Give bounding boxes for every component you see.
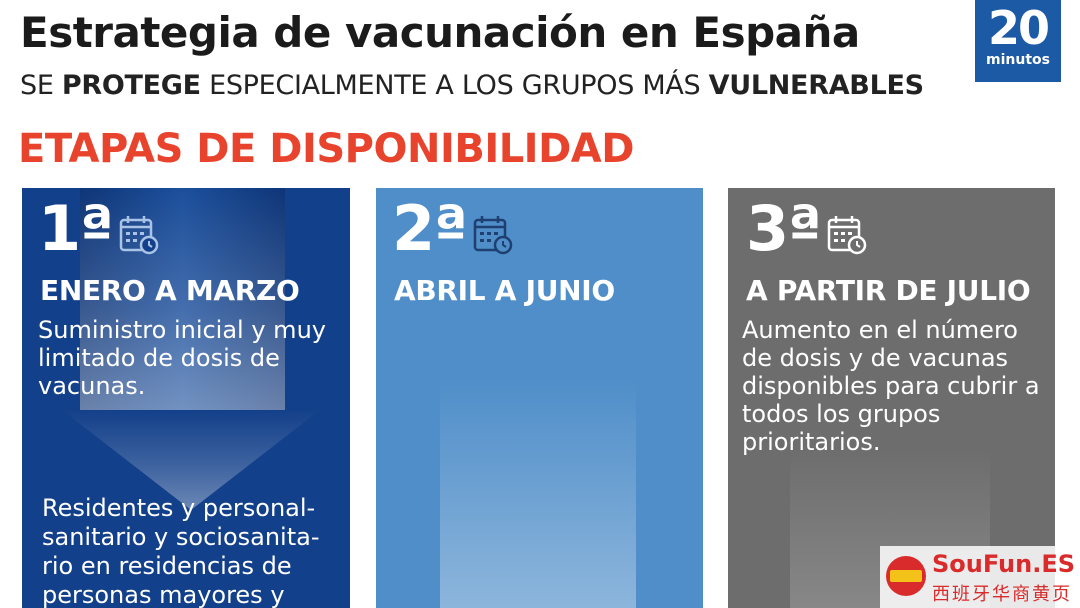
calendar-icon [119,216,159,255]
soufun-watermark: SouFun.ES 西班牙华商黄页 [880,546,1080,608]
subtitle-part: SE [20,70,62,101]
subtitle-emphasis-vulnerables: VULNERABLES [708,70,924,101]
stage-description: Suministro inicial y muy limitado de dos… [38,316,326,400]
stage-period: ENERO A MARZO [40,274,300,307]
page-subtitle: SE PROTEGE ESPECIALMENTE A LOS GRUPOS MÁ… [20,70,924,101]
calendar-icon [827,216,867,255]
page-title: Estrategia de vacunación en España [20,8,860,57]
calendar-icon [473,216,513,255]
stage-ordinal: 2ª [392,192,468,265]
stage-card-3: 3ª A PARTIR DE JULIO Aumento en el númer… [728,188,1055,608]
stage-period: ABRIL A JUNIO [394,274,615,307]
20minutos-logo: 20 minutos [975,0,1061,82]
watermark-brand: SouFun.ES [932,550,1076,578]
stage-card-2: 2ª ABRIL A JUNIO [376,188,703,608]
spain-flag-icon [886,556,926,596]
stage-description: Aumento en el número de dosis y de vacun… [742,316,1040,456]
down-arrow-graphic [62,188,320,510]
subtitle-emphasis-protege: PROTEGE [61,70,201,101]
stage-ordinal: 1ª [38,192,114,265]
watermark-subtitle: 西班牙华商黄页 [932,584,1072,605]
stage-card-1: 1ª ENERO A MARZO Suministro inicial y mu… [22,188,350,608]
subtitle-part: ESPECIALMENTE A LOS GRUPOS MÁS [200,70,709,101]
section-title: ETAPAS DE DISPONIBILIDAD [18,126,634,172]
logo-word: minutos [986,52,1050,68]
stage-ordinal: 3ª [746,192,822,265]
stage-period: A PARTIR DE JULIO [746,274,1031,307]
light-column-graphic [440,378,636,608]
stage-priority-groups: Residentes y personal-sanitario y socios… [42,494,320,608]
logo-number: 20 [987,1,1050,55]
